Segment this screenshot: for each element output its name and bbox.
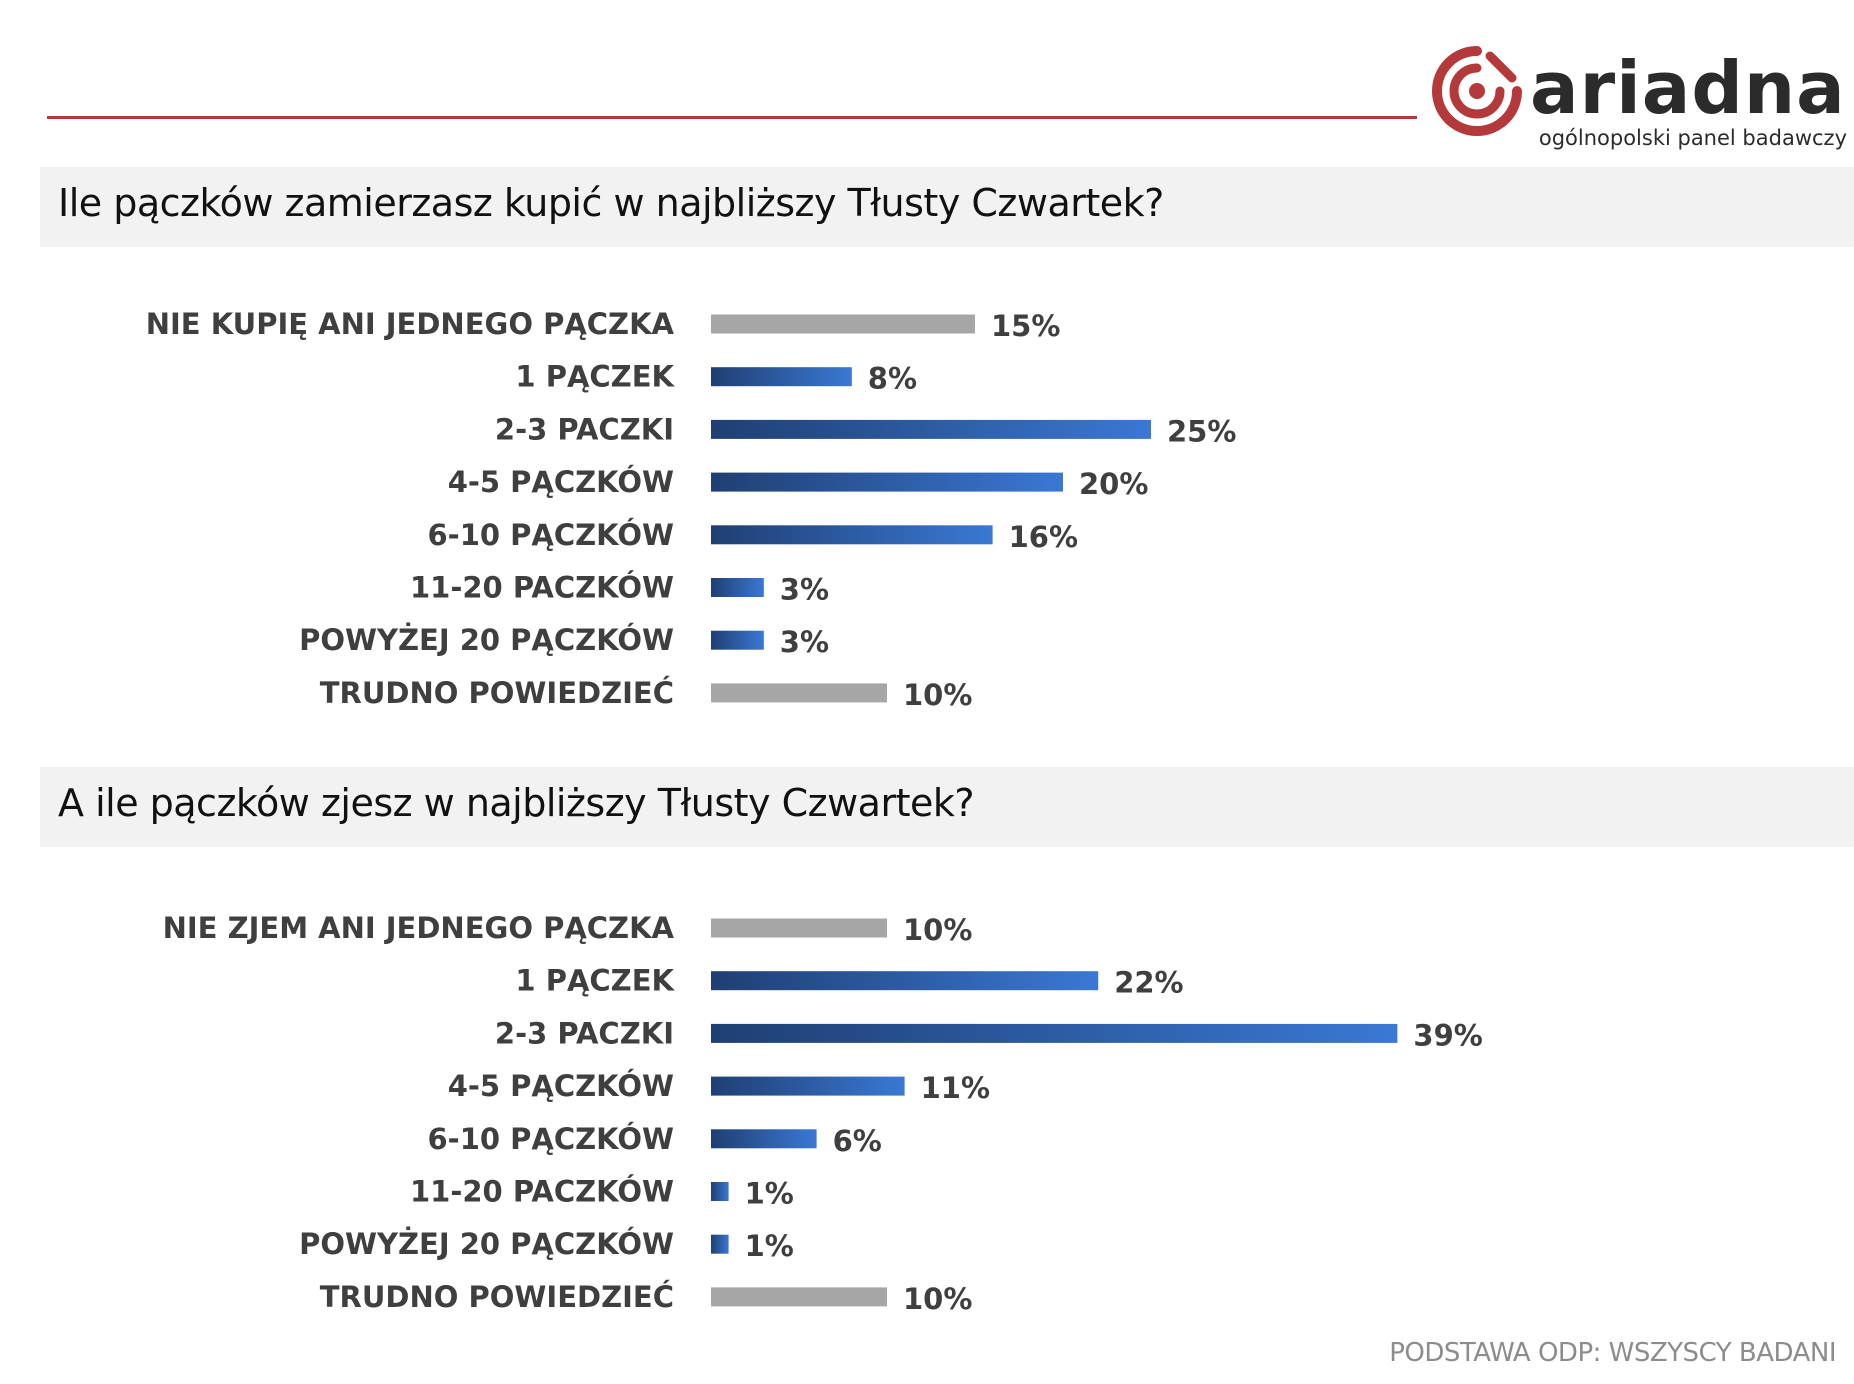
value-label: 39% — [1413, 1018, 1482, 1052]
category-label: 2-3 PACZKI — [495, 1016, 674, 1050]
bar-chart-eat: NIE ZJEM ANI JEDNEGO PĄCZKA 10% 1 PĄCZEK 22… — [163, 911, 1483, 1314]
value-label: 10% — [903, 913, 972, 947]
bar — [711, 1234, 729, 1254]
ariadna-logo-icon — [1432, 46, 1522, 136]
question-band-eat: A ile pączków zjesz w najbliższy Tłusty … — [40, 767, 1854, 847]
value-label: 20% — [1079, 467, 1148, 501]
category-label: 2-3 PACZKI — [495, 412, 674, 446]
bar — [711, 472, 1063, 492]
category-label: NIE KUPIĘ ANI JEDNEGO PĄCZKA — [146, 307, 675, 341]
bar — [711, 314, 975, 334]
bar — [711, 1182, 729, 1201]
bar — [711, 918, 887, 938]
ariadna-wordmark: ariadna — [1530, 46, 1846, 130]
category-label: 11-20 PACZKÓW — [410, 1175, 674, 1209]
header-divider — [47, 116, 1417, 119]
bar — [711, 1076, 905, 1096]
category-label: 4-5 PĄCZKÓW — [448, 1069, 674, 1103]
chart-title-buy: Ile pączków zamierzasz kupić w najbliższ… — [58, 181, 1164, 225]
category-label: NIE ZJEM ANI JEDNEGO PĄCZKA — [163, 911, 675, 945]
category-label: 1 PĄCZEK — [515, 964, 675, 998]
bar — [711, 1287, 887, 1307]
value-label: 10% — [903, 1282, 972, 1314]
value-label: 16% — [1009, 520, 1078, 554]
category-label: POWYŻEJ 20 PĄCZKÓW — [299, 1227, 674, 1261]
category-label: 6-10 PĄCZKÓW — [428, 1122, 675, 1156]
value-label: 15% — [991, 309, 1060, 343]
bar — [711, 367, 852, 387]
value-label: 6% — [833, 1124, 882, 1158]
value-label: 25% — [1167, 414, 1236, 448]
bar — [711, 630, 764, 650]
question-band-buy: Ile pączków zamierzasz kupić w najbliższ… — [40, 167, 1854, 247]
value-label: 3% — [780, 573, 829, 607]
value-label: 1% — [745, 1229, 794, 1263]
value-label: 10% — [903, 678, 972, 710]
category-label: 11-20 PACZKÓW — [410, 571, 674, 605]
category-label: 4-5 PĄCZKÓW — [448, 465, 674, 499]
bar-chart-buy: NIE KUPIĘ ANI JEDNEGO PĄCZKA 15% 1 PĄCZEK 8… — [146, 307, 1237, 710]
bar — [711, 1023, 1398, 1043]
category-label: 1 PĄCZEK — [515, 360, 675, 394]
category-label: 6-10 PĄCZKÓW — [428, 518, 675, 552]
bar — [711, 578, 764, 597]
category-label: POWYŻEJ 20 PĄCZKÓW — [299, 623, 674, 657]
bar — [711, 1129, 817, 1149]
value-label: 3% — [780, 625, 829, 659]
category-label: TRUDNO POWIEDZIEĆ — [320, 1280, 674, 1314]
value-label: 11% — [921, 1071, 990, 1105]
bar — [711, 683, 887, 703]
value-label: 8% — [868, 362, 917, 396]
base-note: PODSTAWA ODP: WSZYSCY BADANI — [1389, 1338, 1836, 1368]
bar — [711, 971, 1099, 991]
ariadna-logo: ariadna ogólnopolski panel badawczy — [1432, 46, 1847, 156]
category-label: TRUDNO POWIEDZIEĆ — [320, 676, 674, 710]
chart-title-eat: A ile pączków zjesz w najbliższy Tłusty … — [58, 781, 975, 825]
ariadna-tagline: ogólnopolski panel badawczy — [1538, 126, 1847, 150]
value-label: 22% — [1114, 966, 1183, 1000]
bar — [711, 525, 993, 545]
value-label: 1% — [745, 1177, 794, 1211]
bar — [711, 419, 1151, 439]
